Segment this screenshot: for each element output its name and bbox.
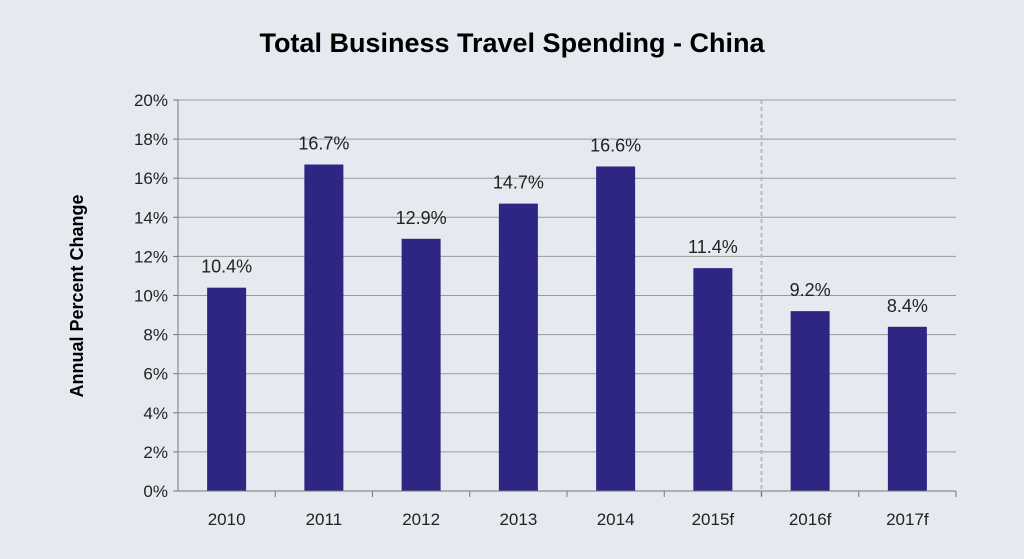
bar — [498, 203, 538, 492]
y-tick-label: 6% — [143, 365, 168, 384]
data-label: 16.6% — [590, 135, 641, 155]
x-tick-label: 2012 — [402, 510, 440, 529]
y-tick-label: 10% — [134, 287, 168, 306]
data-label: 11.4% — [688, 237, 738, 257]
y-tick-label: 14% — [134, 208, 168, 227]
x-tick-label: 2016f — [789, 510, 832, 529]
bar — [596, 166, 636, 491]
y-tick-label: 12% — [134, 247, 168, 266]
data-label: 8.4% — [887, 296, 928, 316]
y-tick-label: 0% — [143, 482, 168, 501]
data-label: 14.7% — [493, 173, 544, 193]
bar — [887, 326, 927, 491]
data-label: 16.7% — [298, 134, 349, 154]
x-tick-label: 2014 — [597, 510, 635, 529]
x-tick-label: 2013 — [499, 510, 537, 529]
y-tick-label: 2% — [143, 443, 168, 462]
x-tick-label: 2015f — [692, 510, 735, 529]
data-label: 10.4% — [201, 257, 252, 277]
bar — [693, 268, 733, 491]
y-tick-label: 8% — [143, 326, 168, 345]
data-label: 9.2% — [790, 280, 831, 300]
x-tick-label: 2010 — [208, 510, 246, 529]
y-tick-label: 20% — [134, 91, 168, 110]
bar — [790, 311, 830, 491]
bar — [401, 238, 441, 491]
y-tick-label: 16% — [134, 169, 168, 188]
x-tick-label: 2017f — [886, 510, 929, 529]
chart-title: Total Business Travel Spending - China — [259, 28, 765, 58]
bar — [207, 287, 247, 491]
y-tick-label: 4% — [143, 404, 168, 423]
y-tick-label: 18% — [134, 130, 168, 149]
bar — [304, 164, 344, 491]
data-label: 12.9% — [396, 208, 447, 228]
y-axis-label: Annual Percent Change — [67, 194, 87, 397]
x-tick-label: 2011 — [306, 510, 343, 529]
